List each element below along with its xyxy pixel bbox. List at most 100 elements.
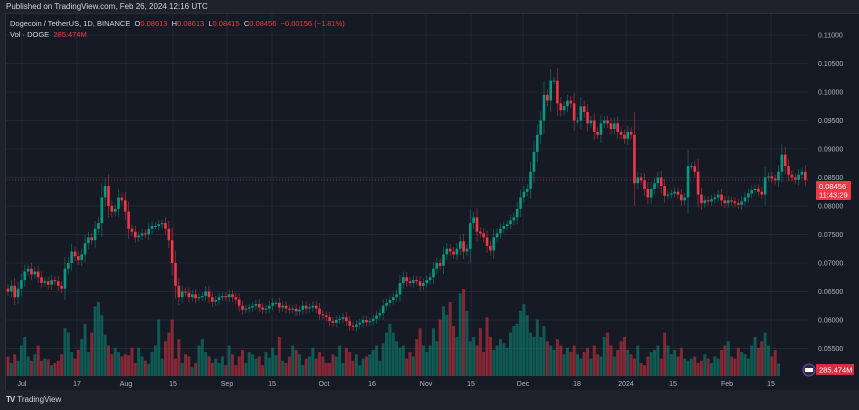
time-tick-label: 15 bbox=[268, 381, 276, 388]
candle-body bbox=[797, 174, 800, 180]
candle-body bbox=[281, 305, 284, 308]
volume-bar bbox=[117, 352, 121, 376]
candle-body bbox=[485, 237, 489, 246]
candle-body bbox=[211, 297, 214, 302]
volume-bar bbox=[137, 347, 141, 376]
volume-label[interactable]: Vol · DOGE bbox=[10, 30, 50, 39]
candle-body bbox=[221, 296, 224, 298]
volume-bar bbox=[33, 354, 37, 376]
candle-body bbox=[204, 291, 207, 297]
volume-bar bbox=[405, 358, 409, 376]
volume-bar bbox=[498, 339, 502, 376]
candle-body bbox=[773, 178, 777, 181]
candle-body bbox=[787, 166, 790, 175]
candle-body bbox=[576, 120, 579, 122]
chart-frame[interactable] bbox=[5, 13, 859, 390]
volume-bar bbox=[220, 356, 224, 376]
candle-body bbox=[351, 325, 355, 327]
candle-body bbox=[747, 193, 750, 198]
candle-body bbox=[532, 151, 536, 172]
volume-bar bbox=[532, 336, 536, 376]
candle-body bbox=[150, 225, 154, 229]
volume-bar bbox=[428, 345, 432, 376]
candle-body bbox=[345, 317, 348, 322]
candle-body bbox=[519, 197, 522, 209]
candle-body bbox=[40, 277, 43, 283]
time-tick-label: 18 bbox=[573, 381, 581, 388]
price-tick-label: 0.10000 bbox=[818, 90, 843, 97]
price-tick-label: 0.08000 bbox=[818, 204, 843, 211]
candle-body bbox=[710, 199, 713, 202]
volume-bar bbox=[36, 345, 40, 376]
candle-body bbox=[502, 225, 506, 229]
candle-body bbox=[274, 302, 278, 304]
volume-bar bbox=[100, 315, 104, 376]
volume-bar bbox=[777, 363, 780, 376]
candle-body bbox=[613, 123, 616, 130]
volume-bar bbox=[693, 356, 697, 376]
volume-bar bbox=[123, 354, 127, 376]
candle-body bbox=[207, 291, 211, 298]
candle-body bbox=[432, 268, 435, 278]
candle-body bbox=[515, 208, 519, 218]
candle-body bbox=[790, 174, 794, 178]
candle-body bbox=[579, 106, 583, 121]
candle-body bbox=[13, 285, 16, 298]
candle-body bbox=[268, 305, 271, 309]
volume-bar bbox=[478, 328, 482, 376]
candle-body bbox=[589, 120, 593, 124]
candle-body bbox=[505, 224, 509, 226]
candle-body bbox=[673, 191, 676, 194]
volume-bar bbox=[338, 345, 342, 376]
volume-bar bbox=[224, 365, 228, 376]
volume-bar bbox=[143, 360, 147, 376]
candle-body bbox=[713, 197, 717, 200]
volume-bar bbox=[773, 349, 777, 376]
time-tick-label: Aug bbox=[120, 381, 133, 388]
volume-bar bbox=[559, 345, 563, 376]
volume-bar bbox=[485, 317, 489, 376]
volume-bar bbox=[710, 362, 713, 376]
volume-bar bbox=[716, 358, 720, 376]
volume-bar bbox=[160, 358, 164, 376]
candle-body bbox=[428, 277, 432, 281]
volume-bar bbox=[756, 347, 760, 376]
candle-body bbox=[529, 171, 532, 189]
volume-bar bbox=[576, 354, 579, 376]
symbol-name[interactable]: Dogecoin / TetherUS, 1D, BINANCE bbox=[10, 19, 131, 28]
candle-body bbox=[680, 194, 683, 201]
candle-body bbox=[592, 120, 596, 132]
volume-bar bbox=[267, 357, 271, 376]
volume-bar bbox=[167, 332, 171, 376]
volume-bar bbox=[689, 358, 693, 376]
volume-bar bbox=[743, 354, 747, 376]
volume-bar bbox=[284, 362, 288, 376]
candle-body bbox=[783, 154, 787, 167]
candle-body bbox=[700, 194, 703, 204]
volume-bar bbox=[46, 359, 50, 376]
candle-body bbox=[559, 103, 563, 111]
candle-body bbox=[231, 294, 234, 298]
volume-bar bbox=[442, 306, 445, 376]
candle-body bbox=[110, 206, 114, 212]
candle-body bbox=[355, 324, 358, 327]
volume-bar bbox=[519, 310, 523, 376]
candle-body bbox=[646, 188, 650, 198]
volume-bar bbox=[529, 332, 533, 376]
time-tick-label: Sep bbox=[221, 381, 234, 388]
candle-body bbox=[177, 285, 181, 298]
candle-body bbox=[726, 200, 730, 204]
volume-bar bbox=[579, 358, 583, 376]
volume-bar bbox=[462, 289, 466, 376]
volume-bar bbox=[455, 336, 459, 376]
volume-bar bbox=[120, 356, 124, 376]
legend-volume-row: Vol · DOGE 285.474M bbox=[10, 29, 345, 40]
volume-bar bbox=[157, 319, 161, 376]
volume-bar bbox=[750, 345, 754, 376]
volume-bar bbox=[314, 358, 318, 376]
volume-bar bbox=[552, 349, 556, 376]
candle-body bbox=[438, 263, 442, 266]
candle-body bbox=[234, 297, 238, 300]
candle-body bbox=[686, 166, 690, 198]
